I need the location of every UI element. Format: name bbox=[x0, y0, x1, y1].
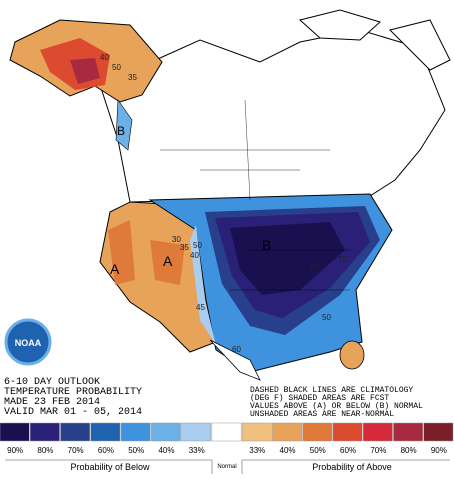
contour-label: 35 bbox=[128, 73, 137, 82]
legend-label: 40% bbox=[280, 446, 296, 455]
contour-label: 40 bbox=[190, 251, 199, 260]
legend-swatch bbox=[332, 422, 363, 442]
logo-text: NOAA bbox=[15, 338, 42, 348]
contour-label: 50 bbox=[322, 313, 331, 322]
legend-label: 33% bbox=[189, 446, 205, 455]
legend-label: 90% bbox=[7, 446, 23, 455]
above-label: A bbox=[163, 253, 173, 269]
legend-swatch bbox=[60, 422, 91, 442]
contour-label: 40 bbox=[100, 53, 109, 62]
legend-swatch bbox=[393, 422, 423, 442]
legend-label: 50% bbox=[310, 446, 326, 455]
legend-swatch bbox=[272, 422, 302, 442]
legend-label: 60% bbox=[98, 446, 114, 455]
legend-swatch bbox=[151, 422, 181, 442]
legend-swatch bbox=[423, 422, 454, 442]
note-line: UNSHADED AREAS ARE NEAR-NORMAL bbox=[250, 410, 394, 419]
legend-swatch bbox=[241, 422, 272, 442]
contour-label: 45 bbox=[196, 303, 205, 312]
contour-label: 60 bbox=[232, 345, 241, 354]
contour-label: 50 bbox=[112, 63, 121, 72]
legend-label: 80% bbox=[37, 446, 53, 455]
contour-label: 35 bbox=[180, 243, 189, 252]
legend: 90% 80% 70% 60% 50% 40% 33% 33% 40% 50% 60% 70% 80% 9… bbox=[0, 422, 454, 455]
legend-normal: Normal bbox=[217, 464, 236, 470]
contour-label: 30 bbox=[172, 235, 181, 244]
legend-swatch bbox=[120, 422, 151, 442]
legend-swatch bbox=[302, 422, 333, 442]
header-line: TEMPERATURE PROBABILITY bbox=[4, 387, 142, 398]
legend-label: 90% bbox=[431, 446, 447, 455]
legend-swatch bbox=[0, 422, 30, 442]
below-90 bbox=[230, 222, 345, 295]
legend-label: 80% bbox=[401, 446, 417, 455]
note-line: (DEG F) SHADED AREAS ARE FCST bbox=[250, 394, 389, 403]
note-line: VALUES ABOVE (A) OR BELOW (B) NORMAL bbox=[250, 402, 423, 411]
legend-brackets bbox=[5, 459, 450, 474]
contour-label: 70 bbox=[338, 255, 347, 264]
florida-above bbox=[339, 340, 365, 370]
above-label: A bbox=[110, 261, 120, 277]
arctic-islands bbox=[298, 9, 451, 71]
legend-label: 60% bbox=[340, 446, 356, 455]
header-line: 6-10 DAY OUTLOOK bbox=[4, 377, 100, 388]
legend-swatch bbox=[181, 422, 212, 442]
header-line: VALID MAR 01 - 05, 2014 bbox=[4, 407, 142, 418]
legend-label: 40% bbox=[158, 446, 174, 455]
header-line: MADE 23 FEB 2014 bbox=[4, 397, 100, 408]
legend-swatch bbox=[211, 422, 242, 442]
contour-label: 80 bbox=[310, 263, 319, 272]
legend-swatch bbox=[90, 422, 121, 442]
legend-label: 33% bbox=[249, 446, 265, 455]
alaska-above-core bbox=[70, 58, 100, 84]
noaa-logo bbox=[4, 318, 52, 366]
note-line: DASHED BLACK LINES ARE CLIMATOLOGY bbox=[250, 386, 413, 395]
bc-coast bbox=[115, 99, 133, 151]
legend-swatch bbox=[30, 422, 60, 442]
below-label: B bbox=[262, 237, 271, 253]
legend-label: 70% bbox=[370, 446, 386, 455]
below-edge bbox=[190, 225, 216, 345]
boundaries bbox=[160, 99, 350, 291]
legend-label: 50% bbox=[128, 446, 144, 455]
legend-swatch bbox=[362, 422, 393, 442]
legend-above: Probability of Above bbox=[312, 462, 392, 472]
mexico-coast bbox=[209, 339, 261, 381]
west-above-core bbox=[108, 220, 185, 285]
below-label: B bbox=[117, 124, 125, 138]
contour-label: 50 bbox=[193, 241, 202, 250]
legend-label: 70% bbox=[68, 446, 84, 455]
legend-below: Probability of Below bbox=[70, 462, 150, 472]
